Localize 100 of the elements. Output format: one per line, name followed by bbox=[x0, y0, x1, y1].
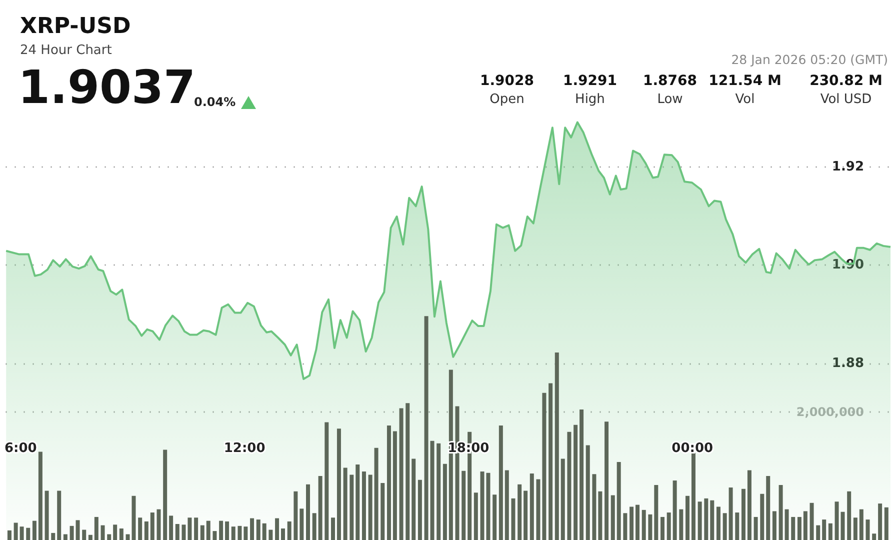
bar bbox=[182, 524, 186, 540]
bar bbox=[716, 506, 720, 540]
bar bbox=[698, 502, 702, 540]
bar bbox=[648, 514, 652, 540]
bar bbox=[610, 495, 615, 540]
bar bbox=[262, 523, 266, 540]
bar bbox=[430, 440, 434, 540]
x-tick-label: 6:00 bbox=[4, 441, 37, 456]
bar bbox=[548, 383, 553, 540]
bar bbox=[654, 484, 658, 540]
annotation: 1.9037 bbox=[18, 60, 196, 114]
bar bbox=[324, 422, 329, 540]
bar bbox=[94, 516, 98, 540]
bar bbox=[119, 528, 124, 540]
bar bbox=[350, 474, 354, 540]
bar bbox=[772, 511, 776, 540]
bar bbox=[878, 504, 882, 540]
bar bbox=[82, 530, 86, 540]
bar bbox=[200, 525, 204, 540]
bar bbox=[156, 509, 161, 540]
bar bbox=[536, 479, 540, 540]
bar bbox=[797, 516, 802, 540]
bar bbox=[44, 490, 49, 540]
bar bbox=[704, 498, 708, 540]
bar bbox=[380, 483, 385, 540]
annotation: 230.82 M bbox=[808, 73, 884, 89]
bar bbox=[598, 491, 602, 540]
bar bbox=[604, 422, 609, 540]
annotation: Vol USD bbox=[819, 92, 873, 107]
bar bbox=[735, 512, 740, 540]
bar bbox=[754, 516, 758, 540]
bar bbox=[57, 490, 62, 540]
bar bbox=[250, 518, 254, 540]
bar bbox=[822, 520, 826, 540]
bar bbox=[424, 316, 428, 540]
bar bbox=[362, 472, 366, 540]
bar bbox=[616, 462, 621, 540]
bar bbox=[498, 425, 503, 540]
bar bbox=[138, 518, 142, 540]
bar bbox=[188, 518, 192, 540]
bar bbox=[312, 513, 316, 540]
bar bbox=[418, 480, 422, 540]
annotation: 121.54 M bbox=[708, 73, 782, 89]
bar bbox=[113, 524, 118, 540]
bar bbox=[150, 512, 154, 540]
bar bbox=[853, 518, 858, 540]
bar bbox=[660, 516, 665, 540]
y2-tick-label: 2,000,000 bbox=[796, 405, 864, 420]
bar bbox=[336, 428, 341, 540]
bar bbox=[231, 526, 236, 540]
bar bbox=[574, 424, 578, 540]
annotation: 1.9028 bbox=[478, 73, 536, 89]
bar bbox=[356, 464, 360, 540]
annotation: Low bbox=[656, 92, 684, 107]
bar bbox=[169, 516, 174, 540]
bar bbox=[722, 513, 727, 540]
bar bbox=[816, 525, 820, 540]
bar bbox=[412, 458, 416, 540]
bar bbox=[268, 530, 273, 540]
bar bbox=[462, 470, 466, 540]
bar bbox=[866, 520, 870, 540]
bar bbox=[343, 468, 348, 540]
bar bbox=[144, 521, 148, 540]
bar bbox=[287, 521, 292, 540]
bar bbox=[300, 508, 304, 540]
bar bbox=[88, 534, 92, 540]
bar bbox=[474, 492, 478, 540]
bar bbox=[518, 484, 522, 540]
bar bbox=[530, 473, 534, 540]
bar bbox=[175, 524, 180, 540]
bar bbox=[399, 408, 404, 540]
bar bbox=[26, 528, 30, 540]
bar bbox=[406, 403, 410, 540]
bar bbox=[442, 464, 447, 540]
bar bbox=[691, 452, 696, 540]
bar bbox=[38, 452, 42, 540]
bar bbox=[14, 522, 18, 540]
bar bbox=[592, 474, 596, 540]
x-tick-label: 00:00 bbox=[672, 441, 714, 456]
text: XRP-USD bbox=[20, 14, 131, 39]
bar bbox=[766, 476, 770, 540]
bar bbox=[760, 494, 764, 540]
bar bbox=[7, 530, 12, 540]
bar bbox=[567, 432, 572, 540]
bar bbox=[636, 504, 640, 540]
bar bbox=[524, 490, 528, 540]
bar bbox=[374, 448, 378, 540]
annotation: 0.04% bbox=[194, 95, 236, 109]
bar bbox=[436, 443, 441, 540]
bar bbox=[872, 534, 876, 540]
annotation: Open bbox=[488, 92, 526, 107]
bar bbox=[741, 488, 746, 540]
bar bbox=[238, 526, 242, 540]
bar bbox=[256, 520, 260, 540]
bar bbox=[828, 523, 832, 540]
text: 24 Hour Chart bbox=[20, 43, 112, 58]
bar bbox=[100, 525, 105, 540]
bar bbox=[163, 450, 168, 540]
bar bbox=[368, 474, 372, 540]
bar bbox=[710, 500, 714, 540]
